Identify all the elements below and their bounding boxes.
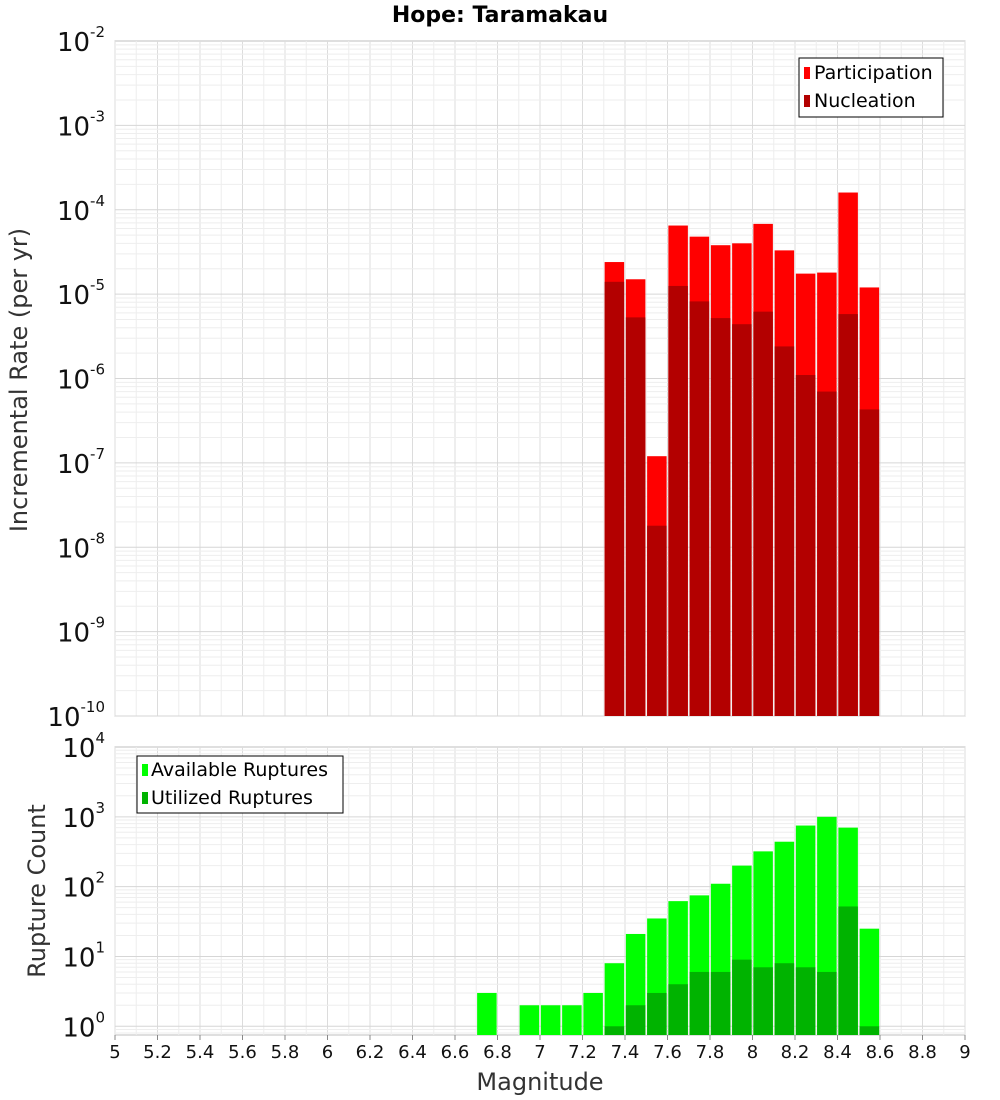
y-tick-label: 10-9 xyxy=(57,614,105,649)
count-outer-bar xyxy=(562,1005,582,1035)
x-axis-label: Magnitude xyxy=(476,1068,603,1096)
x-tick-label: 7.8 xyxy=(696,1042,725,1063)
y-tick-label: 10-2 xyxy=(57,23,105,58)
y-tick-label: 10-4 xyxy=(57,192,105,227)
x-tick-label: 6.2 xyxy=(356,1042,385,1063)
count-inner-bar xyxy=(817,971,837,1035)
count-outer-bar xyxy=(583,992,603,1035)
x-tick-label: 5.4 xyxy=(186,1042,215,1063)
count-inner-bar xyxy=(774,963,795,1035)
count-inner-bar xyxy=(838,906,858,1035)
count-inner-bar xyxy=(795,967,816,1035)
x-tick-label: 8.2 xyxy=(781,1042,810,1063)
count-inner-bar xyxy=(689,971,710,1035)
rate-inner-bar xyxy=(774,346,795,716)
count-inner-bar xyxy=(647,992,667,1035)
x-tick-label: 6.6 xyxy=(441,1042,470,1063)
legend-swatch-nucleation xyxy=(804,95,810,107)
y-tick-label: 102 xyxy=(62,869,105,904)
rate-inner-bar xyxy=(647,525,667,716)
legend-label-available: Available Ruptures xyxy=(151,759,328,781)
legend-swatch-utilized xyxy=(142,792,148,804)
chart-title: Hope: Taramakau xyxy=(392,3,608,28)
rate-inner-bar xyxy=(795,375,816,716)
rate-inner-bar xyxy=(732,324,752,716)
legend-label-participation: Participation xyxy=(814,62,933,84)
x-tick-label: 8 xyxy=(747,1042,758,1063)
y-tick-label: 103 xyxy=(62,799,105,834)
rate-inner-bar xyxy=(817,391,837,716)
rate-inner-bar xyxy=(859,409,880,716)
y-tick-label: 104 xyxy=(62,729,105,764)
y-tick-label: 10-3 xyxy=(57,107,105,142)
legend-swatch-participation xyxy=(804,67,810,79)
y-tick-label: 10-6 xyxy=(57,361,105,396)
count-legend-box xyxy=(136,755,344,814)
y-tick-label: 10-7 xyxy=(57,445,105,480)
x-tick-label: 8.6 xyxy=(866,1042,895,1063)
rate-y-ticks: 10-10 10-9 10-8 10-7 10-6 10-5 10-4 10-3 10-2 xyxy=(47,23,105,733)
magnitude-x-ticks: 5 5.2 5.4 5.6 5.8 6 6.2 6.4 6.6 6.8 7 7.2 7.4 7.6 7.8 8… xyxy=(109,1035,971,1063)
rate-inner-bar xyxy=(689,301,710,716)
count-y-ticks: 100 101 102 103 104 xyxy=(62,729,105,1043)
count-inner-bar xyxy=(753,967,773,1035)
x-tick-label: 7 xyxy=(534,1042,545,1063)
rate-inner-bar xyxy=(753,311,773,716)
rate-inner-bar xyxy=(668,285,688,716)
rate-legend-box xyxy=(798,57,944,118)
x-tick-label: 7.6 xyxy=(653,1042,682,1063)
count-outer-bar xyxy=(604,963,625,1035)
x-tick-label: 6 xyxy=(322,1042,333,1063)
rate-panel: 10-10 10-9 10-8 10-7 10-6 10-5 10-4 10-3 10-2 In… xyxy=(5,23,966,733)
count-inner-bar xyxy=(732,959,752,1035)
rate-inner-bar xyxy=(710,318,731,716)
legend-label-utilized: Utilized Ruptures xyxy=(151,787,313,809)
x-tick-label: 6.4 xyxy=(398,1042,427,1063)
count-outer-bar xyxy=(477,992,497,1035)
y-tick-label: 10-8 xyxy=(57,529,105,564)
y-tick-label: 100 xyxy=(62,1008,105,1043)
y-tick-label: 10-5 xyxy=(57,276,105,311)
rate-legend: Participation Nucleation xyxy=(798,57,944,118)
count-inner-bar xyxy=(604,1026,625,1035)
x-tick-label: 6.8 xyxy=(483,1042,512,1063)
rate-grid xyxy=(114,41,966,717)
x-tick-label: 8.4 xyxy=(823,1042,852,1063)
x-tick-label: 5 xyxy=(109,1042,120,1063)
x-tick-label: 5.8 xyxy=(271,1042,300,1063)
rate-inner-bar xyxy=(838,314,858,716)
count-bars xyxy=(477,816,880,1035)
x-tick-label: 5.2 xyxy=(143,1042,172,1063)
legend-swatch-available xyxy=(142,764,148,776)
rate-inner-bar xyxy=(604,281,625,716)
x-tick-label: 8.8 xyxy=(908,1042,937,1063)
y-tick-label: 10-10 xyxy=(47,698,105,733)
count-inner-bar xyxy=(625,1005,646,1035)
rate-inner-bar xyxy=(625,317,646,716)
count-panel: 100 101 102 103 104 5 5.2 5.4 5.6 5.8 6 6.2 6.4 6.6 6… xyxy=(23,729,971,1096)
x-tick-label: 9 xyxy=(959,1042,970,1063)
count-outer-bar xyxy=(519,1005,540,1035)
count-outer-bar xyxy=(540,1005,561,1035)
count-inner-bar xyxy=(859,1026,880,1035)
count-outer-bar xyxy=(859,928,880,1035)
rate-y-axis-label: Incremental Rate (per yr) xyxy=(5,228,33,532)
legend-label-nucleation: Nucleation xyxy=(814,90,916,112)
x-tick-label: 7.4 xyxy=(611,1042,640,1063)
count-inner-bar xyxy=(668,984,688,1035)
x-tick-label: 7.2 xyxy=(568,1042,597,1063)
rate-bars xyxy=(604,192,880,717)
x-tick-label: 5.6 xyxy=(228,1042,257,1063)
count-y-axis-label: Rupture Count xyxy=(23,804,51,978)
y-tick-label: 101 xyxy=(62,938,105,973)
count-inner-bar xyxy=(710,971,731,1035)
count-legend: Available Ruptures Utilized Ruptures xyxy=(136,755,344,814)
